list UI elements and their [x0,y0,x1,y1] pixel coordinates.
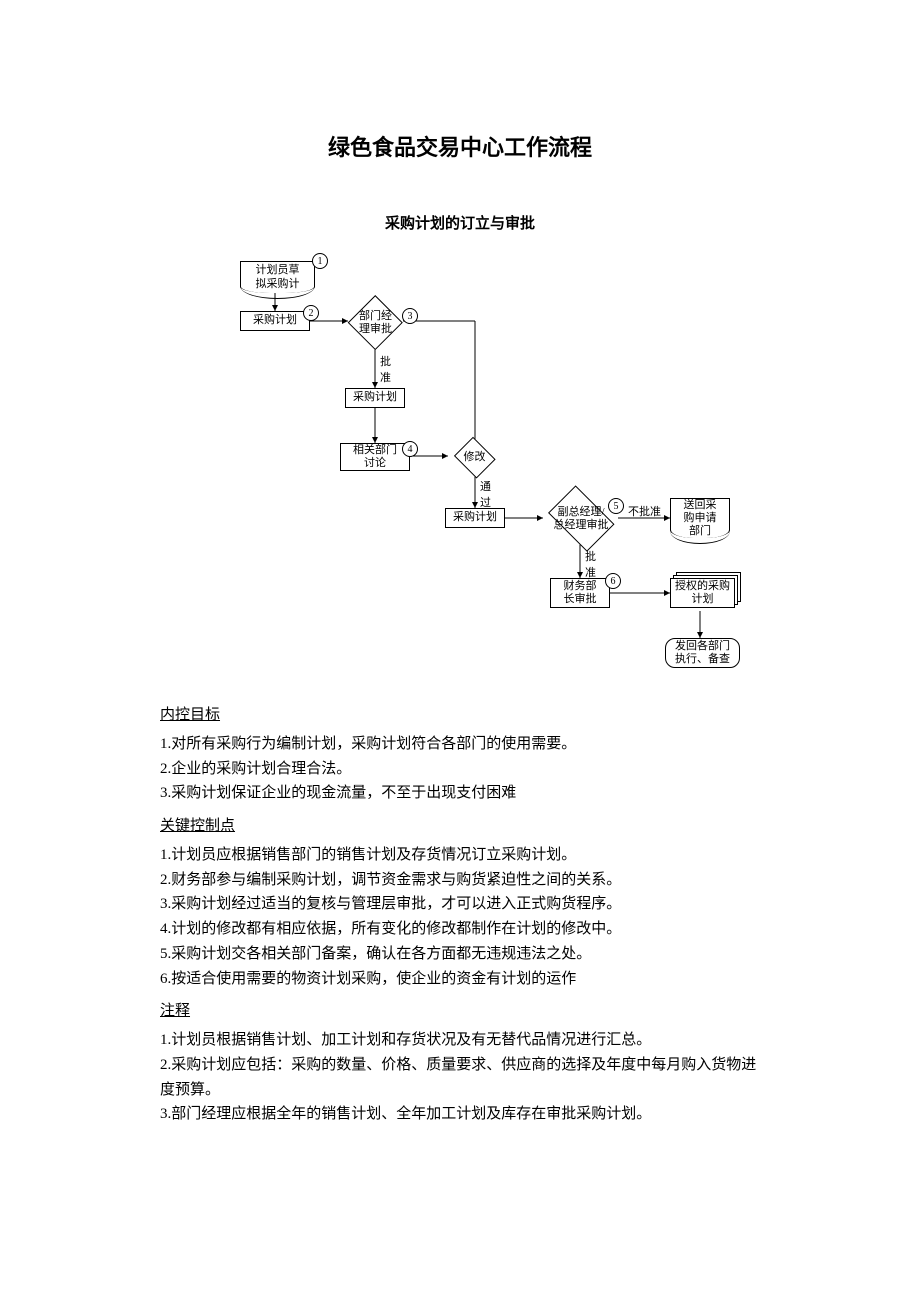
section-head-notes: 注释 [160,999,760,1024]
badge-5: 5 [608,498,624,514]
badge-1: 1 [312,253,328,269]
flow-node-plan2: 采购计划 [345,388,405,408]
flow-node-finance: 财务部 长审批 [550,578,610,608]
flow-node-return: 送回采 购申请 部门 [670,498,730,538]
text-line: 6.按适合使用需要的物资计划采购，使企业的资金有计划的运作 [160,967,760,992]
badge-6: 6 [605,573,621,589]
text-line: 1.计划员根据销售计划、加工计划和存货状况及有无替代品情况进行汇总。 [160,1028,760,1053]
badge-3: 3 [402,308,418,324]
text-line: 4.计划的修改都有相应依据，所有变化的修改都制作在计划的修改中。 [160,917,760,942]
document-body: 内控目标 1.对所有采购行为编制计划，采购计划符合各部门的使用需要。 2.企业的… [160,703,760,1127]
text-line: 2.财务部参与编制采购计划，调节资金需求与购货紧迫性之间的关系。 [160,868,760,893]
section-head-goals: 内控目标 [160,703,760,728]
label-no: 不批准 [628,503,661,519]
section-head-controls: 关键控制点 [160,814,760,839]
text-line: 1.对所有采购行为编制计划，采购计划符合各部门的使用需要。 [160,732,760,757]
text-line: 2.企业的采购计划合理合法。 [160,757,760,782]
label-yes: 批 准 [585,548,596,580]
section-subtitle: 采购计划的订立与审批 [160,212,760,233]
flow-node-plan3: 采购计划 [445,508,505,528]
text-line: 1.计划员应根据销售部门的销售计划及存货情况订立采购计划。 [160,843,760,868]
flow-node-distribute: 发回各部门 执行、备查 [665,638,740,668]
flow-node-discuss: 相关部门 讨论 [340,443,410,471]
label-approve1: 批 准 [380,353,391,385]
text-line: 3.部门经理应根据全年的销售计划、全年加工计划及库存在审批采购计划。 [160,1102,760,1127]
flow-node-plan1: 采购计划 [240,311,310,331]
badge-4: 4 [402,441,418,457]
text-line: 2.采购计划应包括：采购的数量、价格、质量要求、供应商的选择及年度中每月购入货物… [160,1053,760,1103]
flow-node-gm-approve: 副总经理/ 总经理审批 [542,491,620,546]
flow-node-authorized: 授权的采购 计划 [670,578,735,608]
label-pass: 通 过 [480,478,491,510]
flow-node-modify: 修改 [452,438,497,476]
text-line: 3.采购计划保证企业的现金流量，不至于出现支付困难 [160,781,760,806]
flow-node-draft: 计划员草 拟采购计 [240,261,315,293]
flow-node-dept-approve: 部门经 理审批 [348,295,403,350]
page-title: 绿色食品交易中心工作流程 [160,130,760,162]
text-line: 3.采购计划经过适当的复核与管理层审批，才可以进入正式购货程序。 [160,892,760,917]
badge-2: 2 [303,305,319,321]
text-line: 5.采购计划交各相关部门备案，确认在各方面都无违规违法之处。 [160,942,760,967]
flowchart-container: 计划员草 拟采购计 1 采购计划 2 部门经 理审批 3 批 准 采购计划 相关… [180,253,740,673]
